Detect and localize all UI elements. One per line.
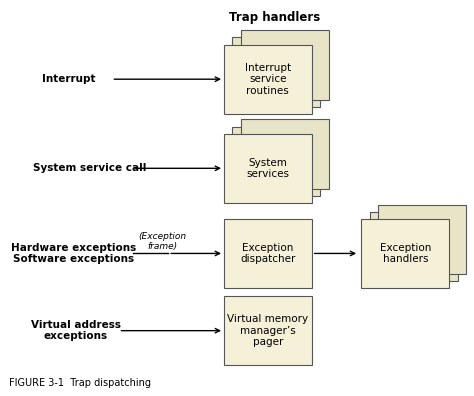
Text: System service call: System service call xyxy=(33,163,147,173)
Polygon shape xyxy=(232,38,320,107)
Polygon shape xyxy=(378,204,466,274)
Text: Virtual address
exceptions: Virtual address exceptions xyxy=(31,320,121,341)
Polygon shape xyxy=(224,219,311,288)
Text: (Exception
frame): (Exception frame) xyxy=(138,232,186,251)
Polygon shape xyxy=(241,30,328,99)
Text: Interrupt: Interrupt xyxy=(42,74,95,84)
Text: Exception
dispatcher: Exception dispatcher xyxy=(240,243,295,264)
Polygon shape xyxy=(224,296,311,365)
Polygon shape xyxy=(224,44,311,114)
Text: Trap handlers: Trap handlers xyxy=(229,11,320,24)
Text: Interrupt
service
routines: Interrupt service routines xyxy=(245,63,291,96)
Text: System
services: System services xyxy=(246,158,289,179)
Polygon shape xyxy=(241,120,328,189)
Text: Virtual memory
manager’s
pager: Virtual memory manager’s pager xyxy=(227,314,309,347)
Polygon shape xyxy=(370,211,457,281)
Text: Exception
handlers: Exception handlers xyxy=(380,243,431,264)
Text: FIGURE 3-1  Trap dispatching: FIGURE 3-1 Trap dispatching xyxy=(9,378,152,388)
Polygon shape xyxy=(361,219,449,288)
Polygon shape xyxy=(224,134,311,203)
Polygon shape xyxy=(232,127,320,196)
Text: Hardware exceptions
Software exceptions: Hardware exceptions Software exceptions xyxy=(11,243,136,264)
